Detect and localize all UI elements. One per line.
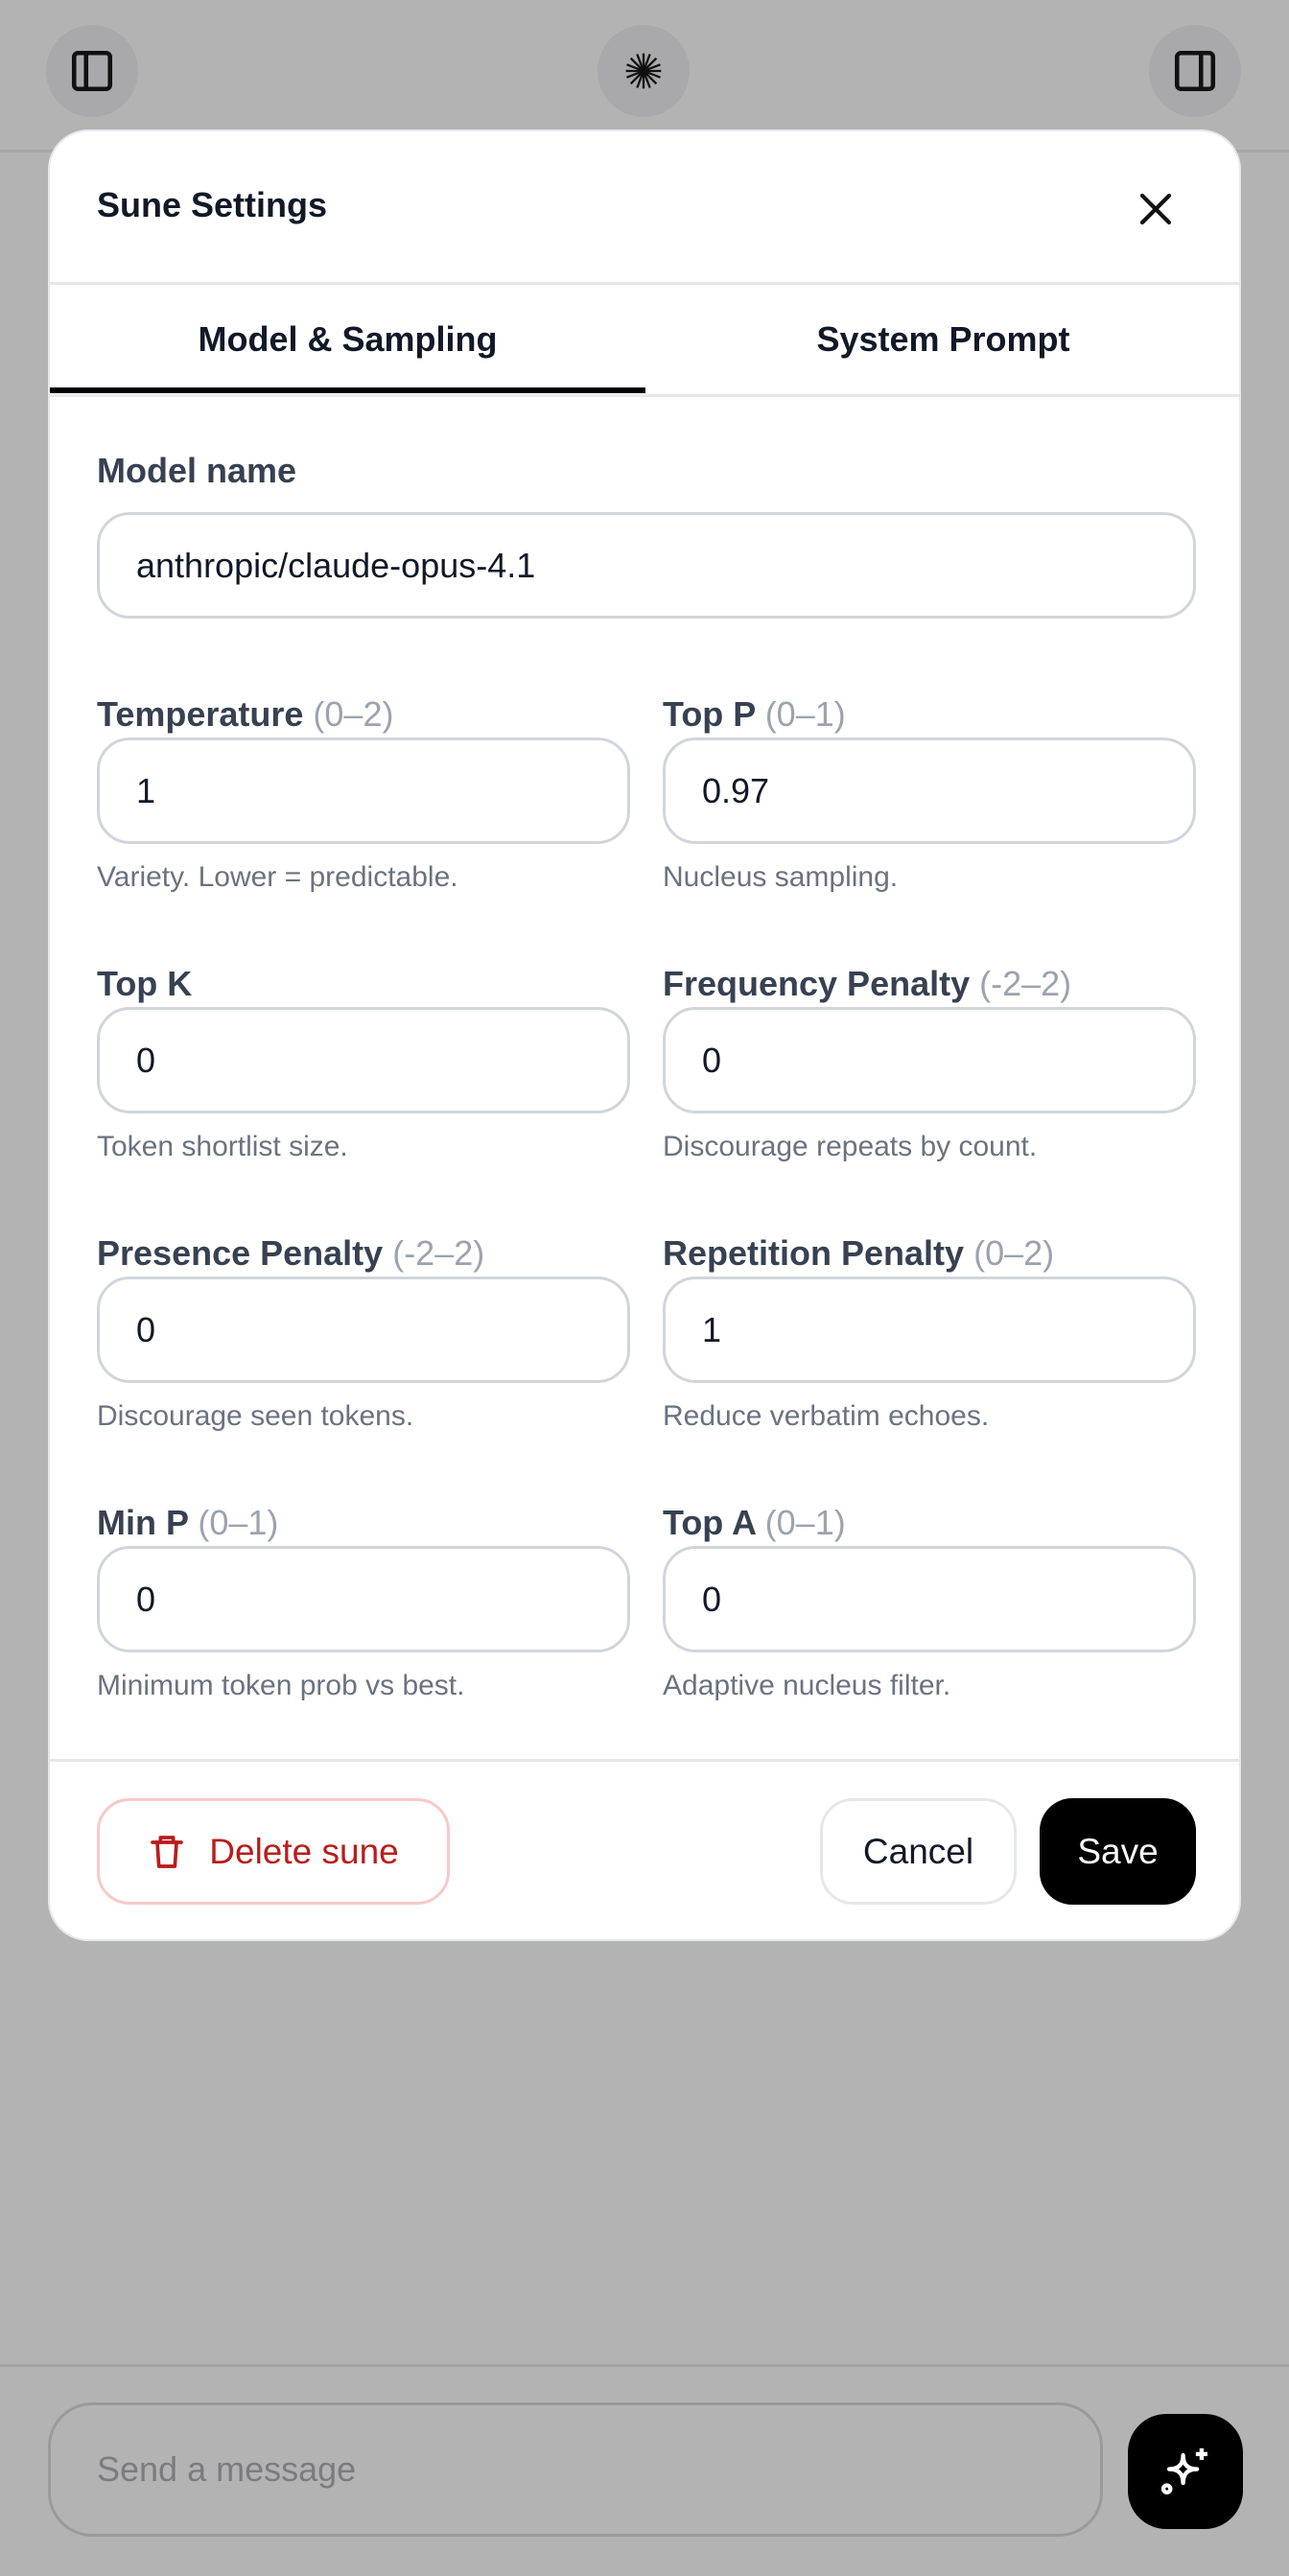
field-value: 0 xyxy=(136,1040,156,1080)
top-k-hint: Token shortlist size. xyxy=(97,1131,348,1162)
cancel-button[interactable]: Cancel xyxy=(820,1798,1017,1905)
tab-system-prompt[interactable]: System Prompt xyxy=(645,284,1239,395)
toggle-right-sidebar-button[interactable] xyxy=(1149,25,1241,117)
temperature-label: Temperature (0–2) xyxy=(97,694,393,735)
min-p-label: Min P (0–1) xyxy=(97,1503,278,1543)
frequency-penalty-hint: Discourage repeats by count. xyxy=(663,1131,1038,1162)
field-value: 1 xyxy=(702,1309,722,1349)
top-p-input[interactable]: 0.97 xyxy=(663,738,1196,844)
top-a-input[interactable]: 0 xyxy=(663,1546,1196,1652)
trash-icon xyxy=(151,1835,184,1868)
model-name-label: Model name xyxy=(97,451,297,490)
delete-sune-button[interactable]: Delete sune xyxy=(97,1798,450,1905)
field-value: 1 xyxy=(136,770,156,810)
top-p-label: Top P (0–1) xyxy=(663,694,846,735)
field-name: Presence Penalty xyxy=(97,1233,384,1273)
tab-label: Model & Sampling xyxy=(198,319,498,359)
send-button[interactable] xyxy=(1128,2414,1243,2529)
sune-logo-button[interactable] xyxy=(598,25,690,117)
field-name: Frequency Penalty xyxy=(663,964,971,1003)
top-p-hint: Nucleus sampling. xyxy=(663,861,899,893)
delete-label: Delete sune xyxy=(209,1831,399,1871)
repetition-penalty-input[interactable]: 1 xyxy=(663,1276,1196,1383)
sidebar-left-icon xyxy=(71,50,113,92)
field-range: (0–2) xyxy=(973,1233,1055,1273)
field-range: (0–1) xyxy=(198,1503,279,1542)
model-name-input[interactable]: anthropic/claude-opus-4.1 xyxy=(97,512,1196,619)
model-name-value: anthropic/claude-opus-4.1 xyxy=(136,545,536,585)
starburst-icon xyxy=(625,53,662,89)
min-p-input[interactable]: 0 xyxy=(97,1546,630,1652)
sparkles-icon xyxy=(1160,2447,1207,2494)
field-value: 0 xyxy=(702,1040,722,1080)
field-value: 0 xyxy=(136,1309,156,1349)
presence-penalty-input[interactable]: 0 xyxy=(97,1276,630,1383)
message-placeholder: Send a message xyxy=(97,2449,357,2489)
composer-divider xyxy=(0,2364,1289,2367)
cancel-label: Cancel xyxy=(862,1831,974,1871)
presence-penalty-label: Presence Penalty (-2–2) xyxy=(97,1233,484,1274)
frequency-penalty-input[interactable]: 0 xyxy=(663,1007,1196,1113)
field-range: (0–1) xyxy=(764,694,846,734)
field-name: Min P xyxy=(97,1503,189,1542)
field-range: (-2–2) xyxy=(392,1233,485,1273)
save-label: Save xyxy=(1077,1831,1159,1871)
top-a-hint: Adaptive nucleus filter. xyxy=(663,1670,951,1701)
field-name: Top A xyxy=(663,1503,756,1542)
footer-divider xyxy=(50,1759,1239,1762)
message-input[interactable]: Send a message xyxy=(48,2402,1103,2537)
sune-settings-dialog: Sune Settings Model & Sampling System Pr… xyxy=(48,129,1241,1941)
top-k-label: Top K xyxy=(97,964,192,1004)
field-value: 0 xyxy=(702,1579,722,1619)
field-range: (0–1) xyxy=(764,1503,846,1542)
repetition-penalty-hint: Reduce verbatim echoes. xyxy=(663,1400,990,1432)
presence-penalty-hint: Discourage seen tokens. xyxy=(97,1400,414,1432)
field-name: Repetition Penalty xyxy=(663,1233,965,1273)
field-name: Top K xyxy=(97,964,193,1003)
field-name: Temperature xyxy=(97,694,304,734)
save-button[interactable]: Save xyxy=(1040,1798,1196,1905)
top-k-input[interactable]: 0 xyxy=(97,1007,630,1113)
tab-label: System Prompt xyxy=(816,319,1070,359)
field-value: 0.97 xyxy=(702,770,770,810)
field-value: 0 xyxy=(136,1579,156,1619)
field-range: (0–2) xyxy=(313,694,394,734)
field-range: (-2–2) xyxy=(979,964,1072,1003)
dialog-title: Sune Settings xyxy=(97,185,328,224)
close-button[interactable] xyxy=(1132,185,1180,233)
field-name: Top P xyxy=(663,694,756,734)
header-divider xyxy=(50,282,1239,285)
temperature-input[interactable]: 1 xyxy=(97,738,630,844)
tab-model-sampling[interactable]: Model & Sampling xyxy=(50,284,645,395)
sidebar-right-icon xyxy=(1174,50,1216,92)
tabs-divider xyxy=(50,394,1239,397)
min-p-hint: Minimum token prob vs best. xyxy=(97,1670,465,1701)
top-a-label: Top A (0–1) xyxy=(663,1503,846,1543)
repetition-penalty-label: Repetition Penalty (0–2) xyxy=(663,1233,1054,1274)
close-icon xyxy=(1139,193,1172,225)
temperature-hint: Variety. Lower = predictable. xyxy=(97,861,458,893)
toggle-left-sidebar-button[interactable] xyxy=(46,25,138,117)
frequency-penalty-label: Frequency Penalty (-2–2) xyxy=(663,964,1071,1004)
